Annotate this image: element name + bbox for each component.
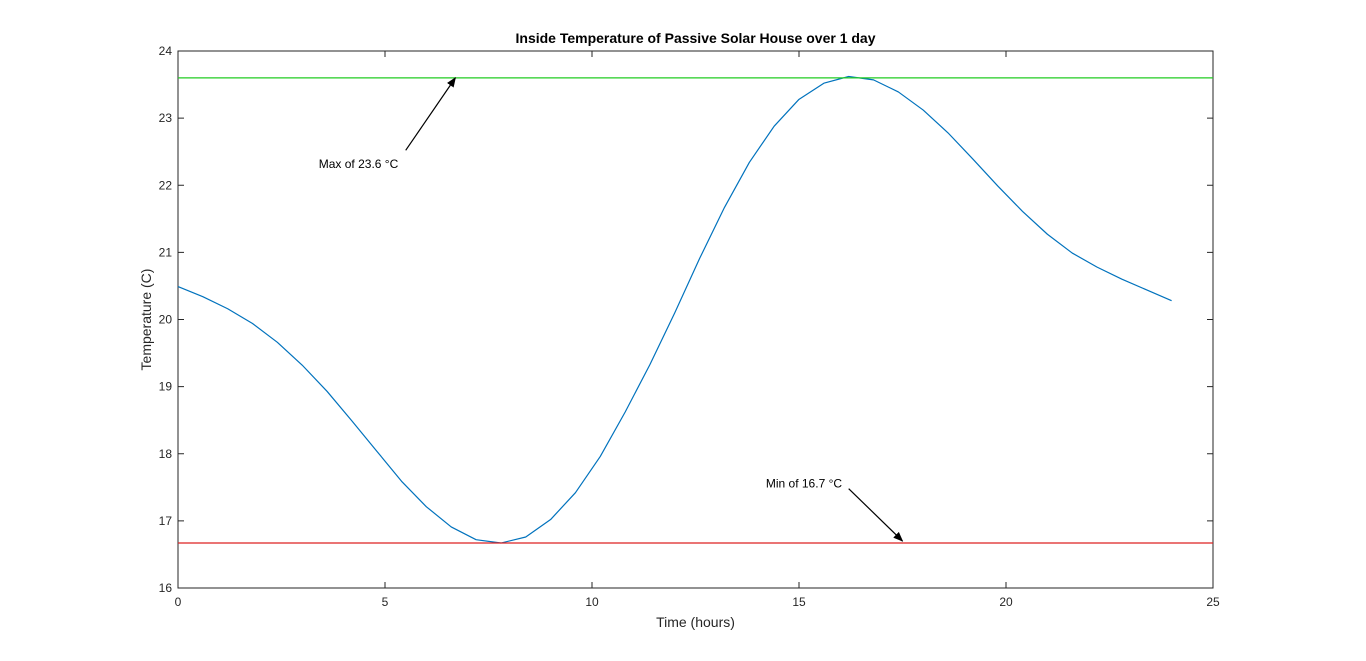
y-tick-label: 18 (159, 447, 173, 461)
y-tick-label: 22 (159, 178, 173, 192)
x-tick-label: 5 (382, 595, 389, 609)
temperature-line (177, 75, 1172, 544)
x-tick-label: 15 (792, 595, 806, 609)
axes-box (177, 50, 1214, 589)
max-annotation-text: Max of 23.6 °C (319, 157, 399, 171)
y-axis-label: Temperature (C) (138, 269, 154, 371)
x-tick-label: 25 (1206, 595, 1220, 609)
y-tick-label: 24 (159, 44, 173, 58)
y-tick-label: 20 (159, 313, 173, 327)
min-annotation-arrow (848, 488, 904, 542)
y-tick-label: 16 (159, 581, 173, 595)
plot-area: 0 5 10 15 20 25 16 17 18 19 20 21 22 23 24 Max of 23.6 … (159, 44, 1220, 609)
chart-title: Inside Temperature of Passive Solar Hous… (516, 30, 876, 46)
y-tick-label: 23 (159, 111, 173, 125)
max-annotation-arrow (405, 77, 456, 151)
y-tick-label: 21 (159, 245, 173, 259)
min-annotation-text: Min of 16.7 °C (766, 476, 843, 490)
x-tick-label: 10 (585, 595, 599, 609)
x-axis-label: Time (hours) (656, 614, 735, 630)
x-tick-label: 0 (175, 595, 182, 609)
y-tick-label: 19 (159, 380, 173, 394)
y-tick-label: 17 (159, 514, 173, 528)
x-tick-label: 20 (999, 595, 1013, 609)
